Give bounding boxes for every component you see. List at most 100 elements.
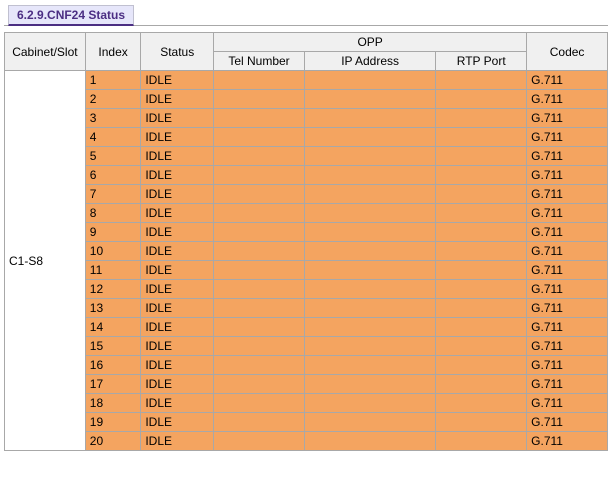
ip-address-cell (304, 90, 435, 109)
tel-number-cell (214, 375, 305, 394)
table-row: 13IDLEG.711 (5, 299, 608, 318)
codec-cell: G.711 (527, 204, 608, 223)
table-row: 10IDLE G.711 (5, 242, 608, 261)
rtp-port-cell (436, 394, 527, 413)
rtp-port-cell (436, 147, 527, 166)
ip-address-cell (304, 318, 435, 337)
table-row: 11IDLEG.711 (5, 261, 608, 280)
table-row: 3IDLEG.711 (5, 109, 608, 128)
ip-address-cell (304, 299, 435, 318)
col-header-codec: Codec (527, 33, 608, 71)
page: 6.2.9.CNF24 Status Cabinet/Slot Index St… (0, 0, 612, 455)
ip-address-cell (304, 337, 435, 356)
ip-address-cell (304, 166, 435, 185)
ip-address-cell (304, 394, 435, 413)
status-cell: IDLE (141, 394, 214, 413)
rtp-port-cell (436, 90, 527, 109)
tel-number-cell (214, 223, 305, 242)
table-row: C1-S81IDLEG.711 (5, 71, 608, 90)
index-cell: 7 (85, 185, 141, 204)
status-cell: IDLE (141, 280, 214, 299)
index-cell: 1 (85, 71, 141, 90)
table-row: 7IDLEG.711 (5, 185, 608, 204)
codec-cell: G.711 (527, 147, 608, 166)
rtp-port-cell (436, 109, 527, 128)
index-cell: 18 (85, 394, 141, 413)
status-cell: IDLE (141, 90, 214, 109)
tel-number-cell (214, 185, 305, 204)
ip-address-cell (304, 356, 435, 375)
col-header-cabinet-slot: Cabinet/Slot (5, 33, 86, 71)
tel-number-cell (214, 109, 305, 128)
col-header-tel-number: Tel Number (214, 52, 305, 71)
ip-address-cell (304, 223, 435, 242)
table-row: 6IDLEG.711 (5, 166, 608, 185)
index-cell: 9 (85, 223, 141, 242)
status-cell: IDLE (141, 318, 214, 337)
table-row: 5IDLEG.711 (5, 147, 608, 166)
tel-number-cell (214, 299, 305, 318)
codec-cell: G.711 (527, 337, 608, 356)
ip-address-cell (304, 413, 435, 432)
table-row: 9IDLEG.711 (5, 223, 608, 242)
col-header-ip-address: IP Address (304, 52, 435, 71)
codec-cell: G.711 (527, 394, 608, 413)
rtp-port-cell (436, 128, 527, 147)
rtp-port-cell (436, 166, 527, 185)
col-header-status: Status (141, 33, 214, 71)
ip-address-cell (304, 128, 435, 147)
status-cell: IDLE (141, 166, 214, 185)
codec-cell: G.711 (527, 242, 608, 261)
codec-cell: G.711 (527, 356, 608, 375)
index-cell: 15 (85, 337, 141, 356)
tel-number-cell (214, 356, 305, 375)
status-cell: IDLE (141, 242, 214, 261)
status-cell: IDLE (141, 375, 214, 394)
codec-cell: G.711 (527, 318, 608, 337)
rtp-port-cell (436, 356, 527, 375)
index-cell: 4 (85, 128, 141, 147)
ip-address-cell (304, 185, 435, 204)
col-header-rtp-port: RTP Port (436, 52, 527, 71)
status-cell: IDLE (141, 147, 214, 166)
index-cell: 10 (85, 242, 141, 261)
rtp-port-cell (436, 204, 527, 223)
codec-cell: G.711 (527, 413, 608, 432)
codec-cell: G.711 (527, 375, 608, 394)
index-cell: 17 (85, 375, 141, 394)
status-cell: IDLE (141, 128, 214, 147)
tel-number-cell (214, 242, 305, 261)
index-cell: 16 (85, 356, 141, 375)
codec-cell: G.711 (527, 185, 608, 204)
ip-address-cell (304, 280, 435, 299)
status-cell: IDLE (141, 71, 214, 90)
codec-cell: G.711 (527, 109, 608, 128)
ip-address-cell (304, 242, 435, 261)
rtp-port-cell (436, 318, 527, 337)
rtp-port-cell (436, 432, 527, 451)
index-cell: 12 (85, 280, 141, 299)
rtp-port-cell (436, 185, 527, 204)
codec-cell: G.711 (527, 128, 608, 147)
status-cell: IDLE (141, 337, 214, 356)
tab-cnf24-status[interactable]: 6.2.9.CNF24 Status (8, 5, 134, 26)
rtp-port-cell (436, 71, 527, 90)
status-cell: IDLE (141, 432, 214, 451)
status-cell: IDLE (141, 299, 214, 318)
cabinet-slot-cell: C1-S8 (5, 71, 86, 451)
index-cell: 8 (85, 204, 141, 223)
ip-address-cell (304, 432, 435, 451)
tel-number-cell (214, 413, 305, 432)
index-cell: 11 (85, 261, 141, 280)
col-header-opp: OPP (214, 33, 527, 52)
tel-number-cell (214, 166, 305, 185)
ip-address-cell (304, 375, 435, 394)
ip-address-cell (304, 109, 435, 128)
rtp-port-cell (436, 242, 527, 261)
tel-number-cell (214, 147, 305, 166)
status-table-head: Cabinet/Slot Index Status OPP Codec Tel … (5, 33, 608, 71)
status-table: Cabinet/Slot Index Status OPP Codec Tel … (4, 32, 608, 451)
table-row: 19IDLEG.711 (5, 413, 608, 432)
table-row: 17IDLE G.711 (5, 375, 608, 394)
rtp-port-cell (436, 261, 527, 280)
